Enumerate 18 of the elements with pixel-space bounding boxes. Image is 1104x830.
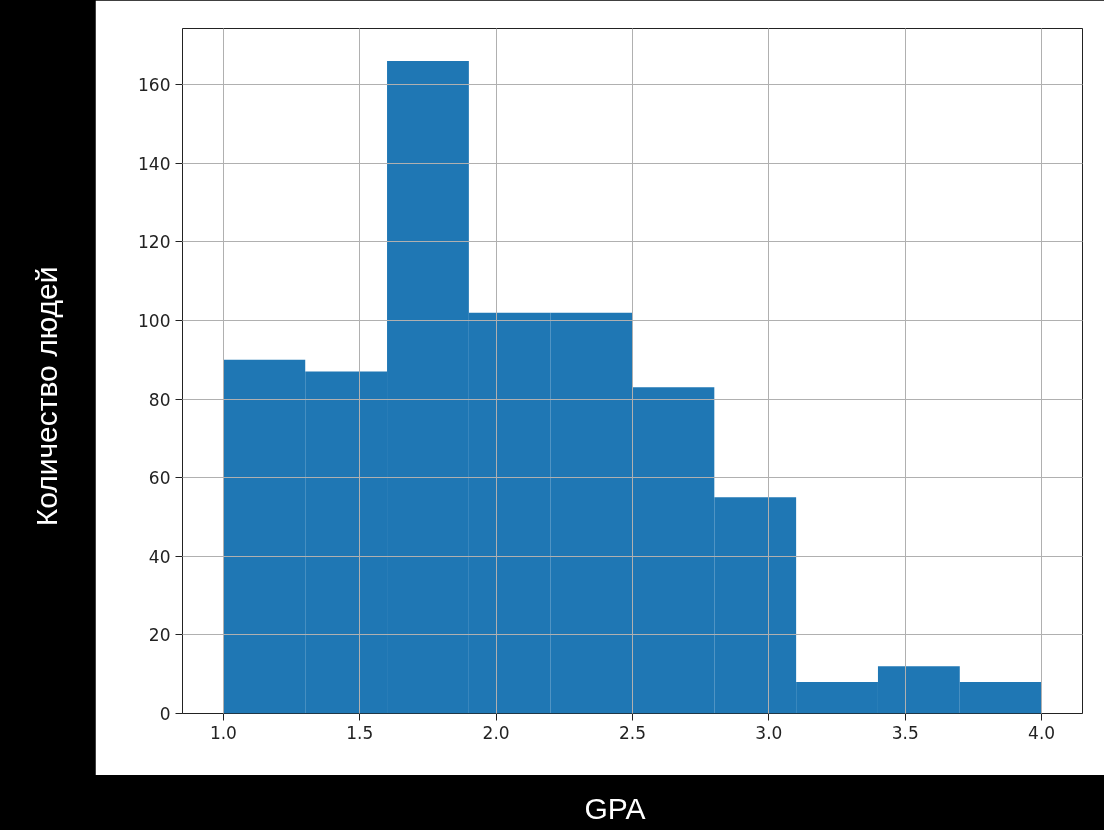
y-tick-label: 0	[159, 704, 171, 724]
y-tick-label: 100	[138, 311, 171, 331]
y-tick-label: 80	[148, 389, 171, 410]
x-tick-label: 2.0	[482, 722, 510, 743]
x-tick-label: 1.0	[209, 722, 237, 743]
y-tick-label: 40	[148, 546, 171, 567]
x-tick-label: 2.5	[618, 722, 647, 743]
y-tick-label: 20	[148, 625, 171, 646]
y-tick-label: 120	[138, 232, 171, 253]
x-axis-title: GPA	[583, 791, 647, 827]
y-axis-title: Количество людей	[29, 265, 65, 529]
y-tick-label: 60	[148, 468, 171, 489]
y-tick-label: 140	[138, 153, 171, 174]
y-tick-label: 160	[138, 75, 171, 96]
x-tick-label: 3.5	[891, 722, 919, 743]
x-tick-label: 4.0	[1028, 722, 1056, 743]
x-tick-label: 1.5	[346, 722, 374, 743]
x-tick-label: 3.0	[755, 722, 783, 743]
